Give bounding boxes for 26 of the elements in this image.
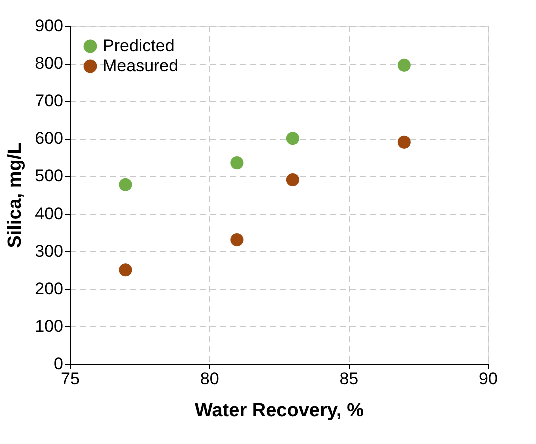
point [119,264,132,277]
y-tick-label: 500 [35,166,64,186]
x-axis-title: Water Recovery, % [195,400,364,422]
x-tick-label: 85 [340,370,359,388]
point [119,178,132,192]
point [398,58,411,72]
x-tick-label: 75 [61,370,80,388]
y-tick-label: 400 [35,204,64,224]
legend-label: Measured [103,56,179,76]
point [230,234,244,247]
point [286,173,300,186]
y-tick-label: 0 [54,354,64,374]
y-tick-label: 800 [35,54,64,74]
y-tick-label: 600 [35,129,64,148]
y-tick-label: 100 [35,316,64,336]
y-tick-label: 900 [35,16,64,36]
y-tick-label: 700 [35,92,64,111]
point [230,156,244,170]
y-tick-label: 200 [35,279,64,298]
legend-label: Predicted [103,36,175,56]
x-tick-label: 90 [479,370,498,388]
y-tick-label: 300 [35,242,64,261]
point [398,136,411,149]
x-tick-label: 80 [200,370,220,388]
y-axis-title: Silica, mg/L [5,142,26,248]
point [286,132,300,146]
